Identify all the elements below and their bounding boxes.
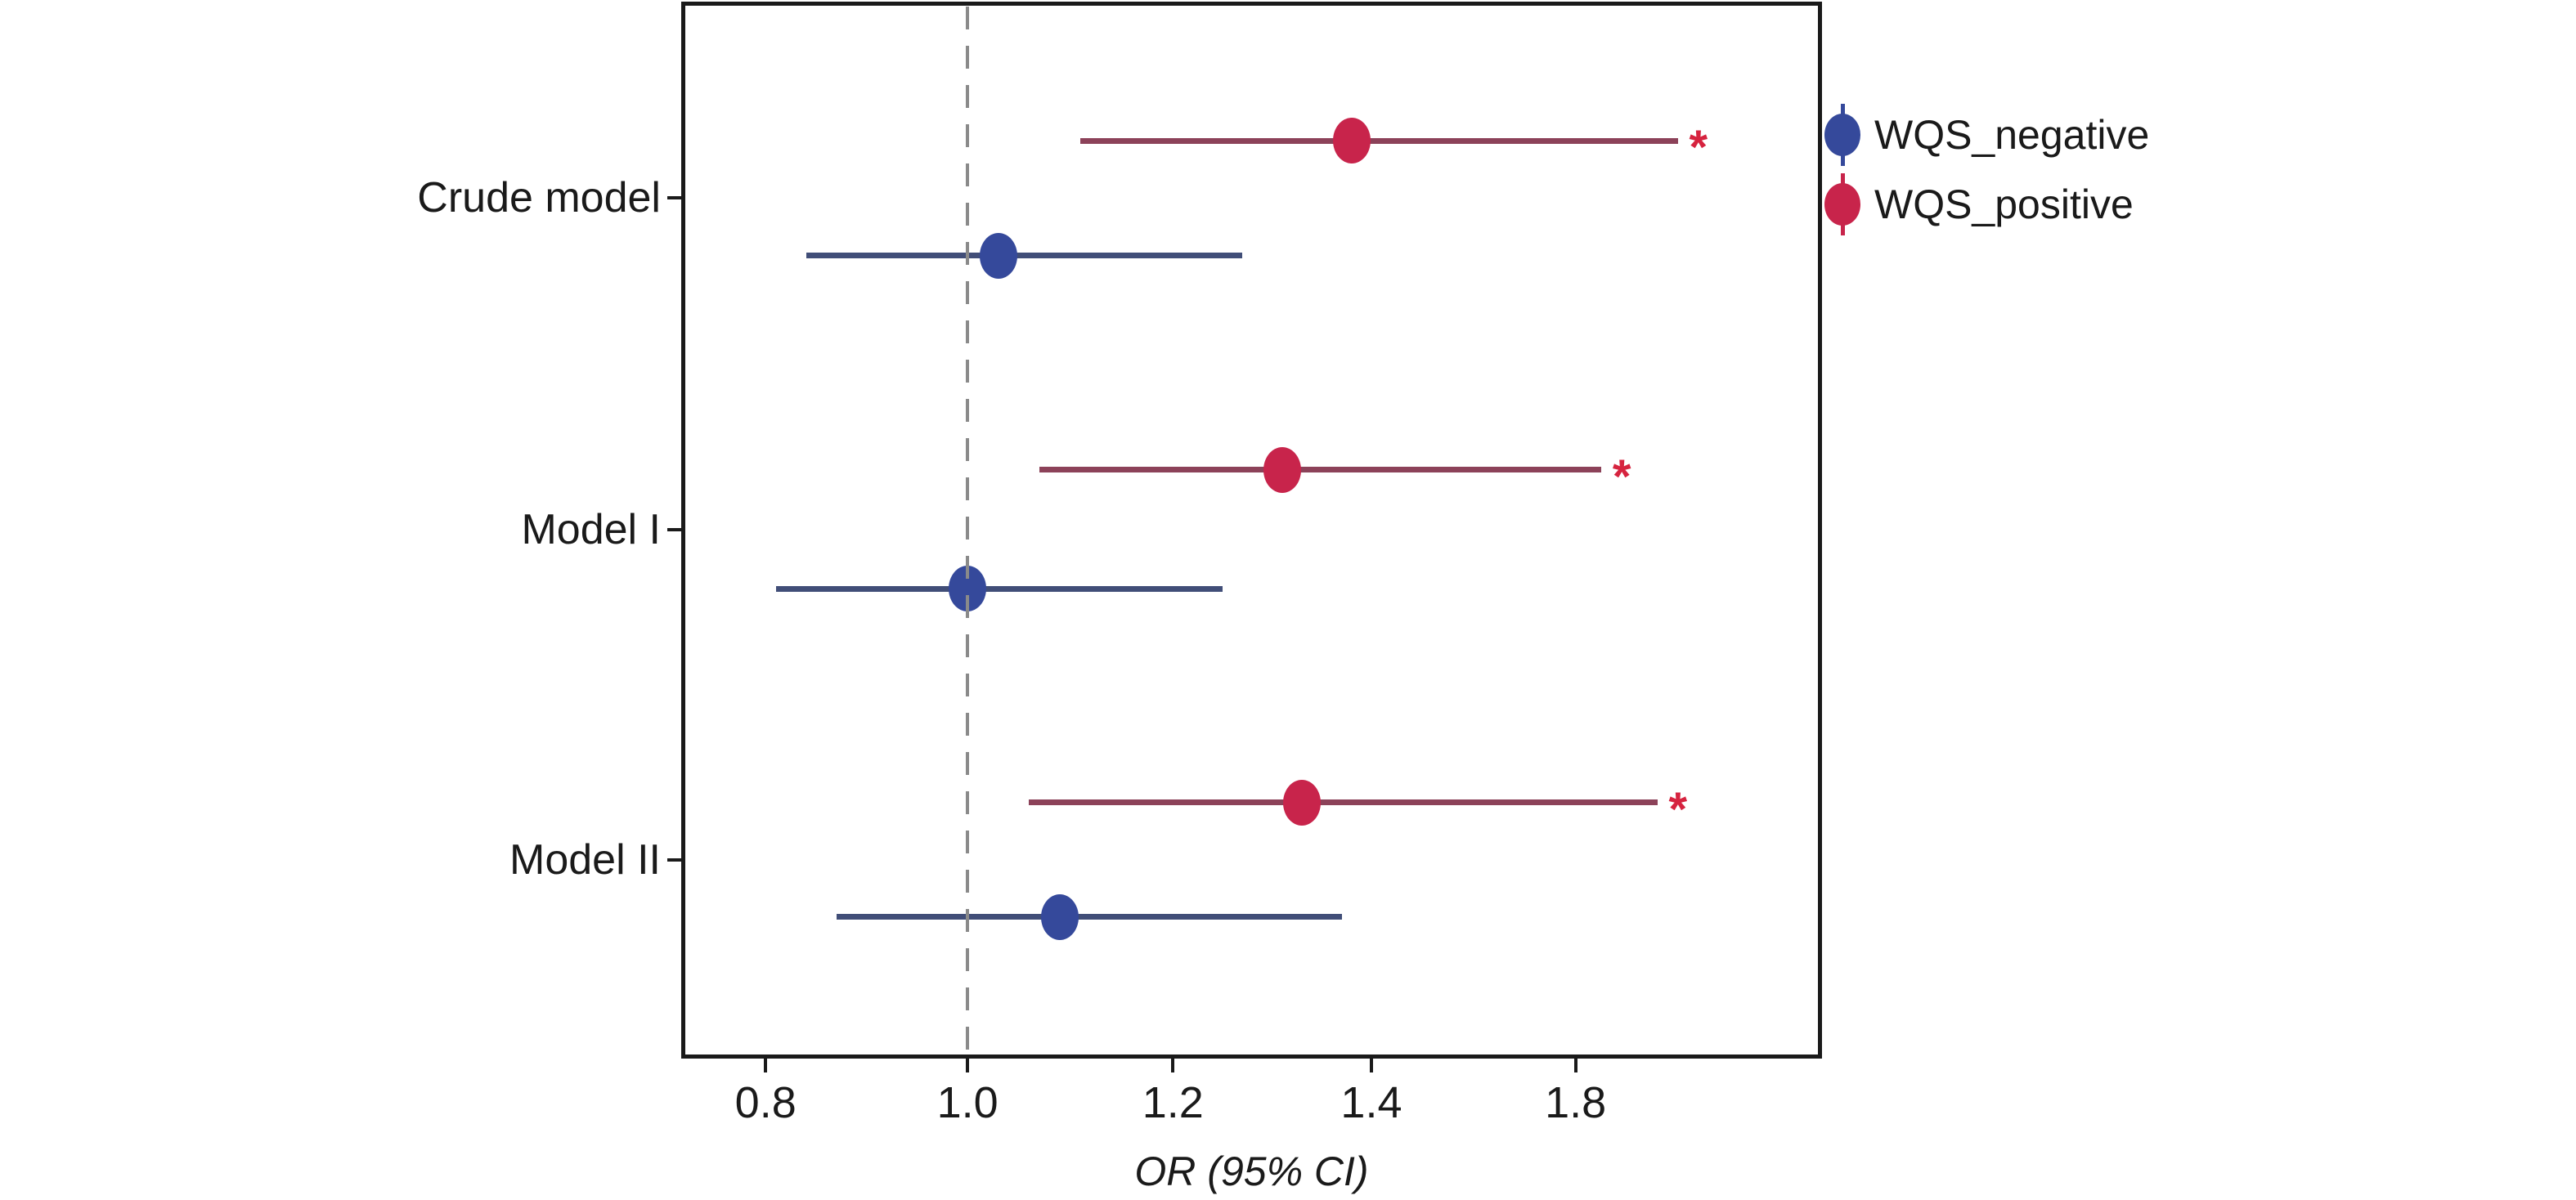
x-axis-tick-label: 1.4 bbox=[1340, 1078, 1402, 1127]
x-axis-tick bbox=[1573, 1059, 1577, 1072]
group-label: Model I bbox=[521, 505, 661, 553]
x-axis-tick bbox=[764, 1059, 768, 1072]
y-axis-tick bbox=[667, 527, 681, 531]
legend-dot bbox=[1824, 183, 1860, 226]
x-axis-title: OR (95% CI) bbox=[1134, 1149, 1369, 1194]
x-axis-tick-label: 1.0 bbox=[936, 1078, 999, 1127]
legend-label: WQS_positive bbox=[1874, 181, 2134, 227]
ci-interval-line bbox=[836, 914, 1342, 920]
reference-line-or-1 bbox=[966, 7, 970, 1055]
plot-area bbox=[681, 2, 1822, 1059]
x-axis-tick-label: 1.2 bbox=[1142, 1078, 1204, 1127]
x-axis-tick bbox=[966, 1059, 970, 1072]
significance-asterisk: * bbox=[1689, 121, 1708, 175]
group-label: Model II bbox=[509, 835, 661, 884]
ci-interval-line bbox=[1029, 799, 1658, 806]
significance-asterisk: * bbox=[1612, 450, 1631, 504]
x-axis-tick-label: 0.8 bbox=[734, 1078, 797, 1127]
legend-dot bbox=[1824, 114, 1860, 156]
or-point-marker bbox=[1283, 779, 1322, 826]
or-point-marker bbox=[979, 232, 1017, 279]
y-axis-tick bbox=[667, 857, 681, 862]
x-axis-tick bbox=[1171, 1059, 1175, 1072]
ci-interval-line bbox=[1080, 137, 1678, 144]
x-axis-tick bbox=[1369, 1059, 1373, 1072]
legend-label: WQS_negative bbox=[1874, 112, 2150, 158]
ci-interval-line bbox=[1039, 467, 1601, 473]
or-point-marker bbox=[1041, 893, 1079, 940]
significance-asterisk: * bbox=[1668, 782, 1688, 836]
or-point-marker bbox=[1263, 446, 1301, 493]
ci-interval-line bbox=[775, 585, 1223, 592]
ci-interval-line bbox=[806, 253, 1243, 259]
y-axis-tick bbox=[667, 195, 681, 199]
x-axis-tick-label: 1.8 bbox=[1545, 1078, 1607, 1127]
group-label: Crude model bbox=[417, 173, 661, 222]
or-point-marker bbox=[1332, 118, 1371, 164]
